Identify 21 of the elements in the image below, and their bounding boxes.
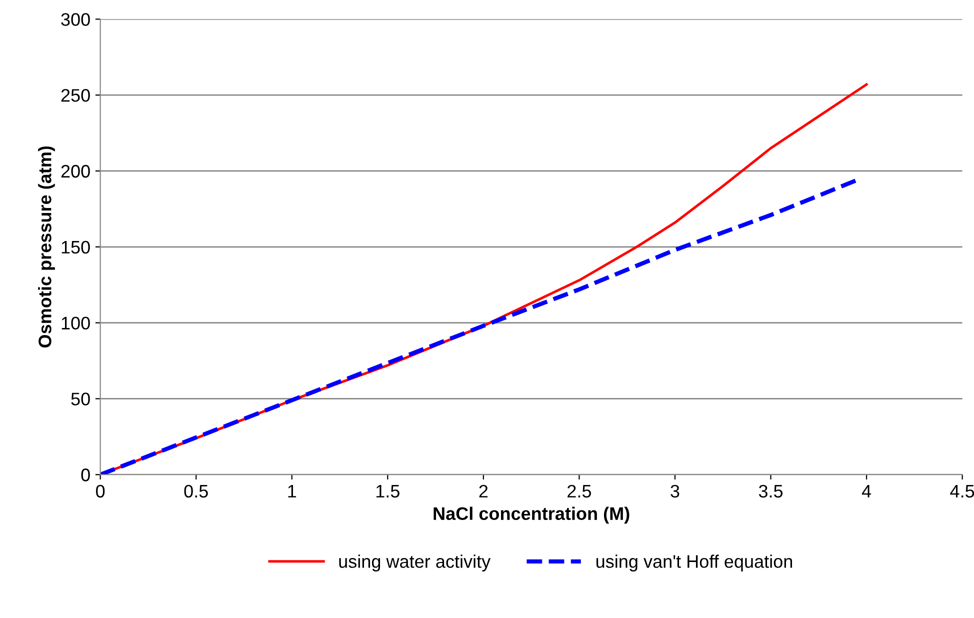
x-tick-label: 3.5 bbox=[758, 484, 783, 498]
x-tick-label: 4.5 bbox=[950, 485, 974, 498]
x-tick-label: 2 bbox=[479, 484, 488, 498]
x-tick-label: 0.5 bbox=[184, 484, 208, 498]
x-tick-label: 0 bbox=[96, 484, 105, 498]
x-tick-label: 3 bbox=[670, 484, 680, 498]
x-tick-label: 1.5 bbox=[376, 485, 400, 498]
y-tick-label: 0 bbox=[81, 468, 90, 482]
x-tick-label: 4 bbox=[862, 485, 872, 498]
x-tick-label: 2.5 bbox=[568, 484, 591, 498]
y-tick-label: 300 bbox=[61, 13, 90, 26]
y-tick-label: 200 bbox=[61, 164, 90, 178]
y-axis-title: Osmotic pressure (atm) bbox=[38, 146, 55, 348]
y-tick-label: 150 bbox=[62, 240, 90, 254]
x-axis-title: NaCl concentration (M) bbox=[434, 506, 630, 524]
y-tick-label: 100 bbox=[62, 316, 90, 330]
y-tick-label: 50 bbox=[71, 392, 90, 406]
y-tick-label: 250 bbox=[61, 89, 90, 102]
x-tick-label: 1 bbox=[288, 485, 296, 498]
legend-label: using van't Hoff equation bbox=[596, 554, 792, 572]
legend-label: using water activity bbox=[339, 554, 491, 572]
